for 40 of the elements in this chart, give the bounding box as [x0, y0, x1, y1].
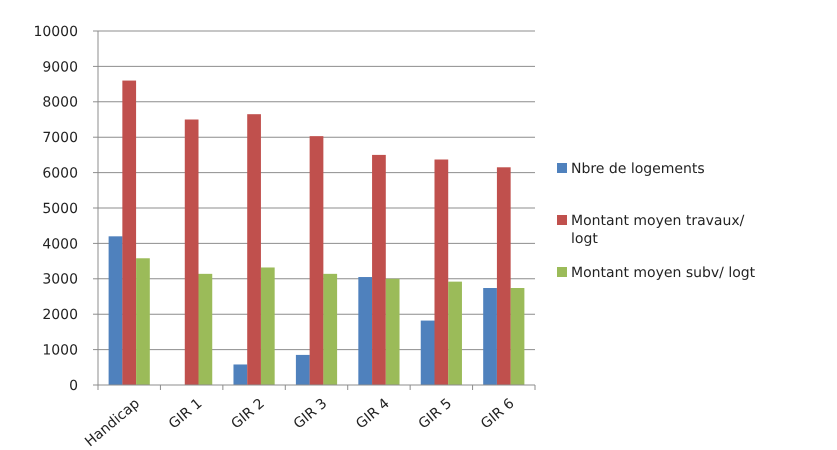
- bar: [296, 354, 310, 385]
- bar: [260, 267, 275, 385]
- y-tick-label: 9000: [42, 59, 78, 76]
- bar: [122, 80, 136, 385]
- x-tick-label: GIR 2: [228, 396, 268, 432]
- bar: [434, 160, 448, 385]
- legend-label: Nbre de logements: [571, 160, 705, 177]
- bar: [510, 288, 524, 385]
- x-tick-label: GIR 4: [353, 396, 393, 432]
- y-tick-label: 3000: [42, 272, 78, 288]
- bar: [108, 236, 122, 385]
- bar: [420, 320, 434, 385]
- y-tick-label: 2000: [42, 307, 78, 324]
- y-tick-label: 10000: [33, 24, 78, 40]
- bar: [372, 154, 386, 385]
- bar: [136, 258, 150, 385]
- x-tick-label: GIR 6: [478, 396, 518, 432]
- y-tick-label: 0: [69, 378, 78, 394]
- bar: [448, 282, 462, 385]
- bar: [483, 288, 497, 385]
- y-tick-label: 4000: [42, 236, 78, 252]
- bar: [358, 277, 372, 385]
- x-tick-label: GIR 3: [290, 396, 330, 432]
- x-tick-label: GIR 5: [416, 396, 456, 432]
- legend-label: Montant moyen travaux/ logt: [571, 212, 745, 248]
- bar: [233, 364, 248, 385]
- bar: [184, 120, 199, 385]
- bar: [310, 136, 324, 385]
- y-tick-label: 7000: [42, 130, 78, 146]
- bar: [323, 274, 338, 385]
- legend-label: Montant moyen subv/ logt: [571, 264, 756, 281]
- bar: [386, 278, 400, 385]
- bar: [198, 274, 212, 385]
- y-tick-label: 1000: [42, 342, 78, 358]
- bar: [496, 167, 511, 385]
- bar: [247, 114, 261, 385]
- y-tick-label: 5000: [42, 200, 78, 217]
- y-tick-label: 6000: [42, 166, 78, 182]
- x-tick-label: GIR 1: [166, 396, 206, 432]
- y-tick-label: 8000: [42, 94, 78, 111]
